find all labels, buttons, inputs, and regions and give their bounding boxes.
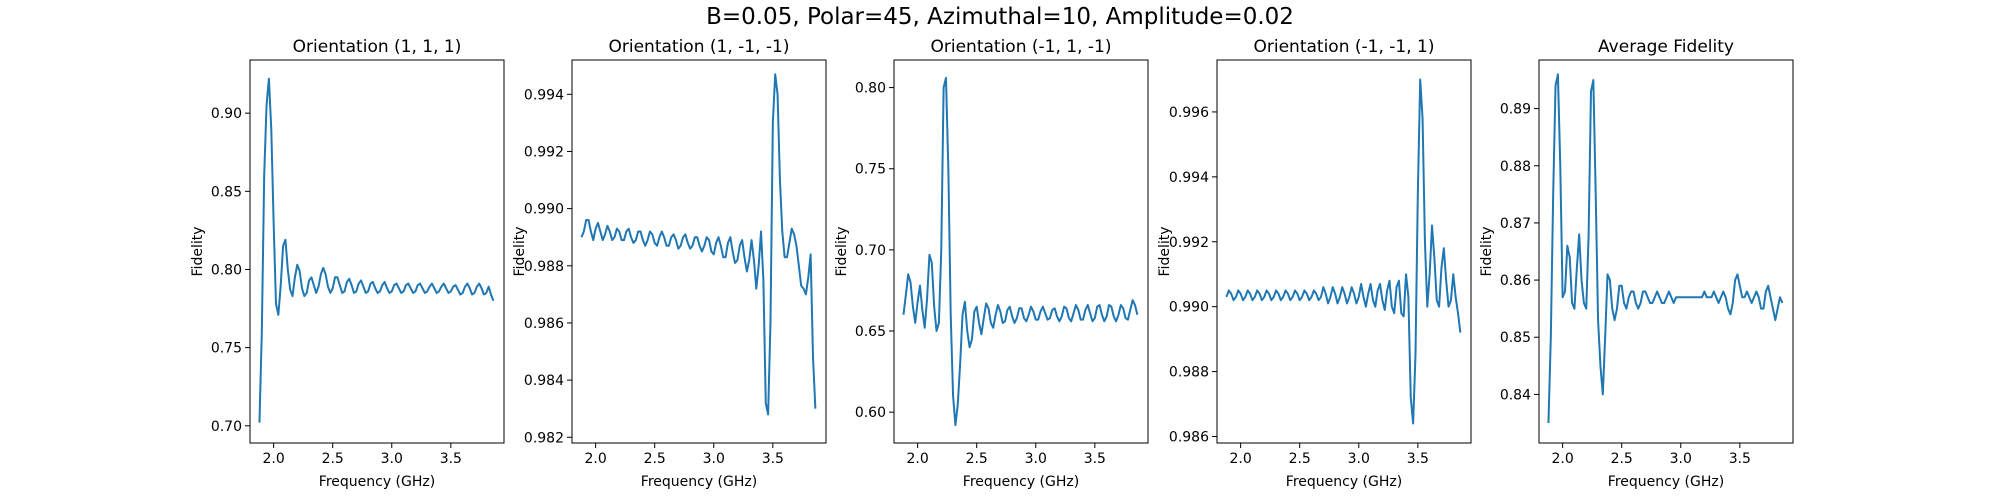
x-tick-label: 2.5	[322, 451, 344, 467]
x-tick-label: 3.5	[1407, 451, 1429, 467]
y-tick-label: 0.994	[524, 87, 564, 103]
series-line	[580, 73, 817, 416]
y-tick-label: 0.986	[1169, 430, 1209, 446]
y-tick-label: 0.996	[1169, 105, 1209, 121]
x-tick-label: 2.0	[1551, 451, 1573, 467]
x-tick-label: 3.0	[381, 451, 403, 467]
x-tick-label: 2.0	[584, 451, 606, 467]
y-tick-label: 0.80	[855, 81, 886, 97]
y-tick-label: 0.70	[855, 243, 886, 259]
y-tick-label: 0.982	[524, 430, 564, 446]
plot-frame	[249, 59, 505, 444]
x-tick-label: 3.0	[1670, 451, 1692, 467]
x-tick-label: 2.5	[1611, 451, 1633, 467]
series-line	[902, 76, 1139, 427]
subplot-title: Orientation (1, 1, 1)	[293, 37, 462, 57]
y-tick-label: 0.70	[211, 419, 242, 435]
y-tick-label: 0.86	[1500, 273, 1531, 289]
plot-frame	[893, 59, 1149, 444]
x-tick-label: 2.0	[1229, 451, 1251, 467]
x-tick-label: 3.5	[762, 451, 784, 467]
subplot-title: Orientation (1, -1, -1)	[609, 37, 790, 57]
x-tick-label: 3.0	[1025, 451, 1047, 467]
y-tick-label: 0.80	[211, 262, 242, 278]
figure-suptitle: B=0.05, Polar=45, Azimuthal=10, Amplitud…	[706, 4, 1294, 30]
series-line	[1547, 73, 1784, 424]
y-axis-label: Fidelity	[190, 227, 206, 277]
y-axis-label: Fidelity	[512, 227, 528, 277]
y-tick-label: 0.994	[1169, 170, 1209, 186]
y-tick-label: 0.65	[855, 324, 886, 340]
y-tick-label: 0.84	[1500, 387, 1531, 403]
subplot-2: 2.0 2.5 3.0 3.5 0.982 0.984 0.986 0.988 0.990 0.9…	[512, 37, 827, 490]
x-tick-label: 2.0	[262, 451, 284, 467]
x-tick-label: 3.5	[1729, 451, 1751, 467]
x-axis-label: Frequency (GHz)	[319, 474, 435, 490]
x-tick-label: 2.5	[966, 451, 988, 467]
plot-frame	[1216, 59, 1472, 444]
y-tick-label: 0.992	[524, 144, 564, 160]
y-tick-label: 0.85	[211, 184, 242, 200]
x-tick-label: 3.0	[703, 451, 725, 467]
y-axis-label: Fidelity	[834, 227, 850, 277]
y-tick-label: 0.988	[1169, 365, 1209, 381]
subplot-title: Orientation (-1, 1, -1)	[931, 37, 1112, 57]
x-axis-label: Frequency (GHz)	[1286, 474, 1402, 490]
subplot-3: 2.0 2.5 3.0 3.5 0.60 0.65 0.70 0.75 0.80 Orientat…	[834, 37, 1149, 490]
y-tick-label: 0.984	[524, 373, 564, 389]
y-tick-label: 0.75	[855, 162, 886, 178]
y-tick-label: 0.85	[1500, 330, 1531, 346]
y-tick-label: 0.75	[211, 341, 242, 357]
y-tick-label: 0.990	[524, 202, 564, 218]
subplot-1: 2.0 2.5 3.0 3.5 0.70 0.75 0.80 0.85 0.90 Orientat…	[190, 37, 505, 490]
x-tick-label: 2.5	[644, 451, 666, 467]
y-tick-label: 0.992	[1169, 235, 1209, 251]
series-line	[258, 77, 495, 423]
y-tick-label: 0.87	[1500, 216, 1531, 232]
y-tick-label: 0.988	[524, 259, 564, 275]
subplot-4: 2.0 2.5 3.0 3.5 0.986 0.988 0.990 0.992 0.994 0.9…	[1157, 37, 1472, 490]
y-tick-label: 0.990	[1169, 300, 1209, 316]
x-tick-label: 3.5	[440, 451, 462, 467]
x-tick-label: 3.5	[1084, 451, 1106, 467]
y-tick-label: 0.60	[855, 405, 886, 421]
subplot-title: Average Fidelity	[1598, 37, 1734, 57]
x-tick-label: 2.5	[1289, 451, 1311, 467]
x-axis-label: Frequency (GHz)	[963, 474, 1079, 490]
x-tick-label: 2.0	[906, 451, 928, 467]
y-axis-label: Fidelity	[1479, 227, 1495, 277]
series-line	[1225, 78, 1462, 425]
plot-frame	[571, 59, 827, 444]
y-tick-label: 0.89	[1500, 102, 1531, 118]
plot-frame	[1538, 59, 1794, 444]
y-tick-label: 0.90	[211, 106, 242, 122]
x-axis-label: Frequency (GHz)	[641, 474, 757, 490]
y-tick-label: 0.88	[1500, 159, 1531, 175]
x-tick-label: 3.0	[1348, 451, 1370, 467]
y-axis-label: Fidelity	[1157, 227, 1173, 277]
subplot-5: 2.0 2.5 3.0 3.5 0.84 0.85 0.86 0.87 0.88 0.89 Aver…	[1479, 37, 1794, 490]
x-axis-label: Frequency (GHz)	[1608, 474, 1724, 490]
y-tick-label: 0.986	[524, 316, 564, 332]
subplot-title: Orientation (-1, -1, 1)	[1254, 37, 1435, 57]
